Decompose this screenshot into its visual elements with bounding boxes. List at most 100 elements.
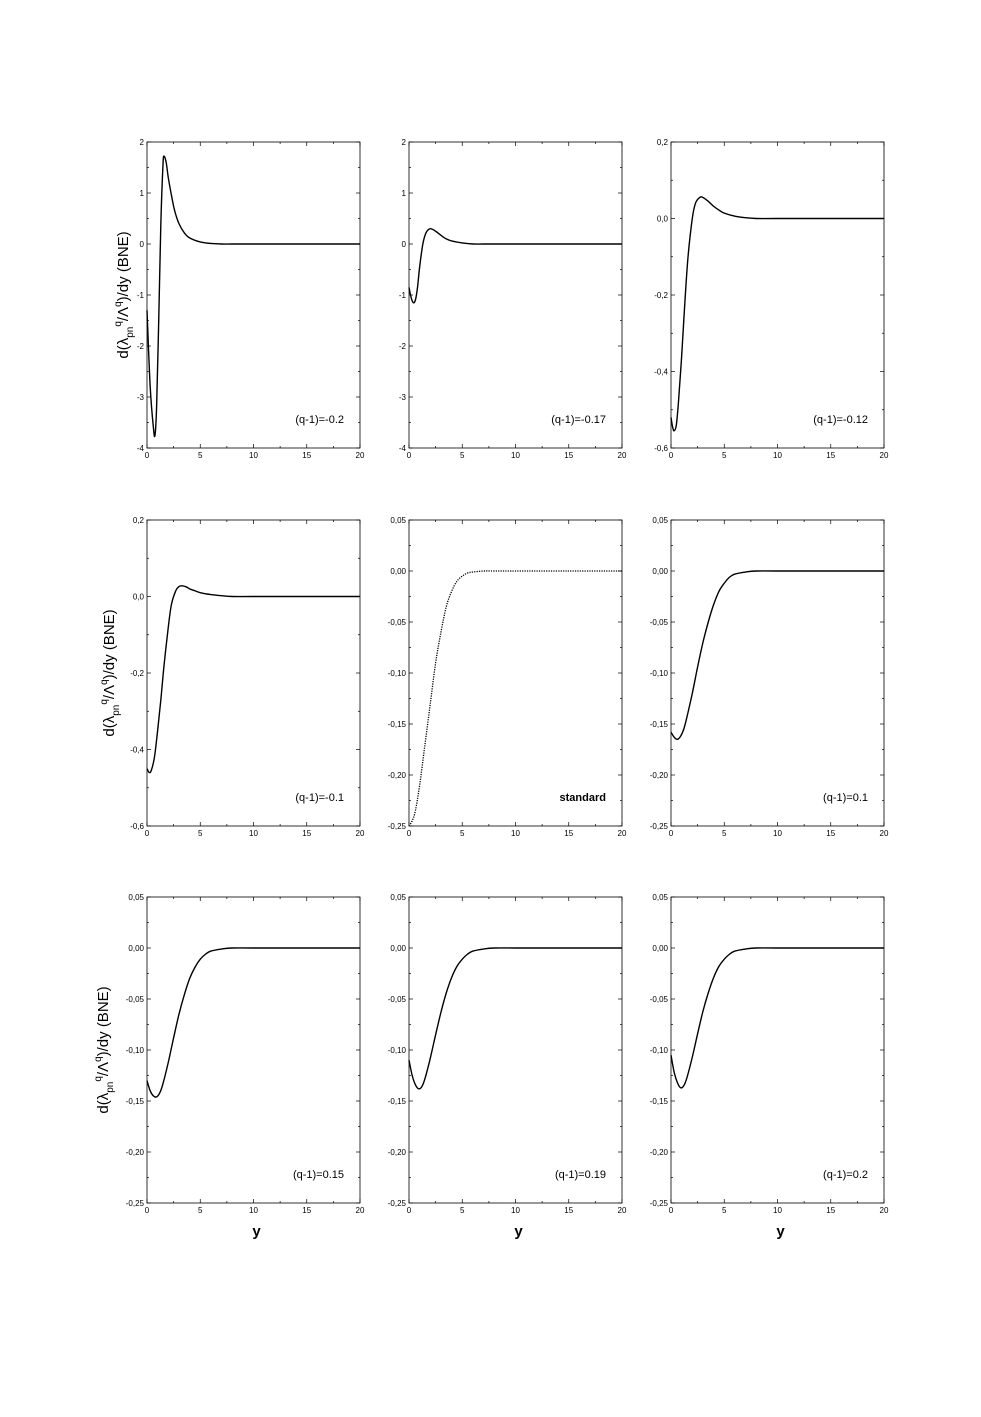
y-axis-title: d(λpnq/Λq)/dy (BNE) [93,986,116,1113]
y-tick-label: 1 [402,189,407,198]
x-axis-title: y [514,1223,523,1240]
y-tick-label: 0,00 [390,567,406,576]
y-tick-label: -0,10 [650,669,669,678]
x-tick-label: 10 [773,1206,782,1215]
x-tick-label: 0 [669,829,674,838]
y-tick-label: -0,15 [650,720,669,729]
axis-titles: d(λpnq/Λq)/dy (BNE)d(λpnq/Λq)/dy (BNE)d(… [93,231,785,1240]
y-tick-label: -0,20 [388,771,407,780]
x-tick-label: 15 [826,1206,835,1215]
y-tick-label: -0,05 [126,995,145,1004]
y-tick-label: -4 [399,444,407,453]
y-tick-label: 0,05 [652,516,668,525]
y-axis-title-part: )/dy (BNE) [115,231,132,301]
x-tick-label: 0 [669,451,674,460]
y-axis-title-part: pn [125,327,136,338]
y-tick-label: -0,05 [650,618,669,627]
x-tick-label: 20 [618,829,627,838]
y-tick-label: -0,25 [388,1199,407,1208]
x-tick-label: 0 [145,829,150,838]
y-axis-title-part: d(λ [95,1092,112,1113]
y-tick-label: -0,4 [654,368,668,377]
chart-panel-5: 0 5 10 15 20 -0,25 -0,20 -0,15 -0,10 -0,05 0,00 0,0… [388,516,627,838]
x-tick-label: 20 [618,1206,627,1215]
y-tick-label: 0,05 [128,893,144,902]
x-tick-label: 15 [564,451,573,460]
panel-annotation: (q-1)=0.15 [293,1169,344,1181]
y-tick-label: -0,6 [654,444,668,453]
series-line [408,227,622,304]
plot-frame [670,896,885,1204]
y-tick-label: -0,20 [126,1148,145,1157]
x-tick-label: 20 [356,1206,365,1215]
x-tick-label: 15 [564,829,573,838]
y-tick-label: -1 [137,291,145,300]
y-axis-title-part: )/dy (BNE) [95,986,112,1056]
y-tick-label: -2 [399,342,407,351]
x-tick-label: 5 [460,1206,465,1215]
x-tick-label: 20 [618,451,627,460]
chart-panel-3: 0 5 10 15 20 -0,6 -0,4 -0,2 0,0 0,2 (q-1)=-0.12 [654,138,889,460]
x-tick-label: 10 [249,1206,258,1215]
chart-panel-7: 0 5 10 15 20 -0,25 -0,20 -0,15 -0,10 -0,05 0,00 0,0… [126,893,365,1215]
chart-panel-6: 0 5 10 15 20 -0,25 -0,20 -0,15 -0,10 -0,05 0,00 0,0… [650,516,889,838]
y-axis-title-part: q [93,1076,104,1082]
panel-annotation: (q-1)=-0.1 [295,792,344,804]
plot-frame [146,141,361,449]
plot-frame [408,519,623,827]
x-tick-label: 20 [356,829,365,838]
y-tick-label: -0,4 [130,746,144,755]
y-axis-title-part: /Λ [115,307,132,321]
y-axis-title-part: q [99,699,110,705]
y-tick-label: 0 [140,240,145,249]
x-tick-label: 0 [145,451,150,460]
y-axis-title-part: q [99,679,110,685]
y-tick-label: -0,6 [130,822,144,831]
series-line [146,947,360,1098]
x-tick-label: 20 [356,451,365,460]
y-axis-title: d(λpnq/Λq)/dy (BNE) [113,231,136,358]
y-tick-label: 0,05 [390,516,406,525]
panel-annotation: (q-1)=-0.17 [551,414,606,426]
y-tick-label: 0,00 [652,567,668,576]
y-axis-title-part: /Λ [95,1062,112,1076]
y-tick-label: -0,05 [388,995,407,1004]
y-tick-label: -0,25 [650,1199,669,1208]
y-axis-title-part: q [93,1056,104,1062]
y-tick-label: 0,2 [657,138,669,147]
y-tick-label: -0,25 [388,822,407,831]
y-tick-label: 0,00 [390,944,406,953]
x-tick-label: 20 [880,1206,889,1215]
y-tick-label: 0,2 [133,516,145,525]
y-tick-label: -0,2 [130,669,144,678]
x-tick-label: 15 [302,829,311,838]
plot-frame [146,896,361,1204]
x-tick-label: 5 [722,451,727,460]
y-tick-label: -3 [399,393,407,402]
y-tick-label: -0,15 [650,1097,669,1106]
panel-annotation: (q-1)=0.2 [823,1169,868,1181]
y-tick-label: -2 [137,342,145,351]
y-tick-label: -0,20 [650,1148,669,1157]
y-tick-label: -0,05 [650,995,669,1004]
x-axis-title: y [252,1223,261,1240]
y-tick-label: 2 [402,138,407,147]
y-tick-label: -0,15 [388,1097,407,1106]
y-tick-label: -0,10 [388,1046,407,1055]
y-axis-title-part: d(λ [115,337,132,358]
y-axis-title-part: q [113,321,124,327]
chart-panel-4: 0 5 10 15 20 -0,6 -0,4 -0,2 0,0 0,2 (q-1)=-0.1 [130,516,365,838]
y-tick-label: 0,00 [128,944,144,953]
x-tick-label: 15 [564,1206,573,1215]
x-tick-label: 5 [722,829,727,838]
series-line [146,585,360,774]
chart-panel-8: 0 5 10 15 20 -0,25 -0,20 -0,15 -0,10 -0,05 0,00 0,0… [388,893,627,1215]
y-tick-label: 0,05 [652,893,668,902]
y-tick-label: -0,10 [650,1046,669,1055]
chart-panel-1: 0 5 10 15 20 -4 -3 -2 -1 0 1 2 (q-1)=-0.2 [137,138,365,460]
y-axis-title-part: q [113,301,124,307]
y-tick-label: -0,25 [126,1199,145,1208]
panel-annotation: (q-1)=0.19 [555,1169,606,1181]
plot-frame [670,141,885,449]
